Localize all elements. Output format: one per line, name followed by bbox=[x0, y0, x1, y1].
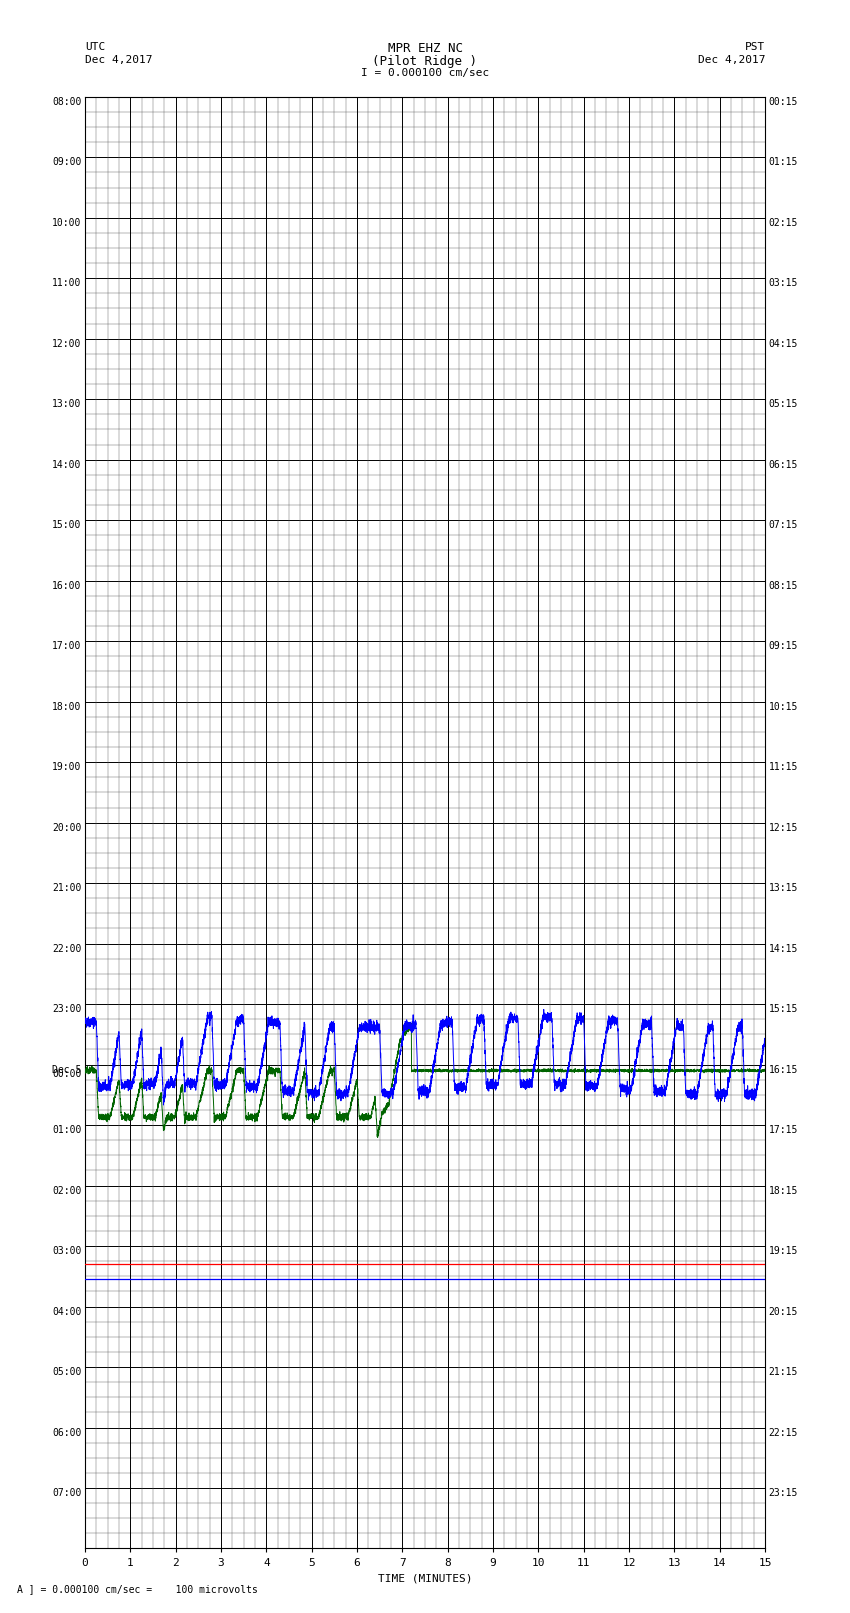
Text: 05:00: 05:00 bbox=[52, 1368, 82, 1378]
Text: 00:15: 00:15 bbox=[768, 97, 798, 106]
Text: 14:15: 14:15 bbox=[768, 944, 798, 953]
Text: 18:15: 18:15 bbox=[768, 1186, 798, 1195]
Text: Dec 5: Dec 5 bbox=[52, 1065, 82, 1074]
Text: I = 0.000100 cm/sec: I = 0.000100 cm/sec bbox=[361, 68, 489, 77]
Text: 03:15: 03:15 bbox=[768, 279, 798, 289]
Text: 04:00: 04:00 bbox=[52, 1307, 82, 1316]
Text: 11:15: 11:15 bbox=[768, 763, 798, 773]
Text: 07:15: 07:15 bbox=[768, 521, 798, 531]
Text: 01:15: 01:15 bbox=[768, 158, 798, 168]
Text: 10:00: 10:00 bbox=[52, 218, 82, 227]
Text: 22:15: 22:15 bbox=[768, 1428, 798, 1437]
Text: Dec 4,2017: Dec 4,2017 bbox=[85, 55, 152, 65]
Text: 20:15: 20:15 bbox=[768, 1307, 798, 1316]
Text: 09:15: 09:15 bbox=[768, 642, 798, 652]
Text: 17:00: 17:00 bbox=[52, 642, 82, 652]
Text: 07:00: 07:00 bbox=[52, 1489, 82, 1498]
Text: 23:00: 23:00 bbox=[52, 1003, 82, 1015]
Text: MPR EHZ NC: MPR EHZ NC bbox=[388, 42, 462, 55]
Text: 08:00: 08:00 bbox=[52, 97, 82, 106]
Text: 05:15: 05:15 bbox=[768, 400, 798, 410]
Text: 15:15: 15:15 bbox=[768, 1003, 798, 1015]
Text: 13:15: 13:15 bbox=[768, 884, 798, 894]
Text: 19:15: 19:15 bbox=[768, 1245, 798, 1257]
Text: 22:00: 22:00 bbox=[52, 944, 82, 953]
Text: 06:00: 06:00 bbox=[52, 1428, 82, 1437]
Text: 03:00: 03:00 bbox=[52, 1245, 82, 1257]
Text: 02:00: 02:00 bbox=[52, 1186, 82, 1195]
Text: UTC: UTC bbox=[85, 42, 105, 52]
Text: 16:00: 16:00 bbox=[52, 581, 82, 590]
Text: 14:00: 14:00 bbox=[52, 460, 82, 469]
Text: 20:00: 20:00 bbox=[52, 823, 82, 832]
Text: 15:00: 15:00 bbox=[52, 521, 82, 531]
Text: (Pilot Ridge ): (Pilot Ridge ) bbox=[372, 55, 478, 68]
Text: 04:15: 04:15 bbox=[768, 339, 798, 348]
Text: A ] = 0.000100 cm/sec =    100 microvolts: A ] = 0.000100 cm/sec = 100 microvolts bbox=[17, 1584, 258, 1594]
Text: 12:00: 12:00 bbox=[52, 339, 82, 348]
Text: 02:15: 02:15 bbox=[768, 218, 798, 227]
Text: 18:00: 18:00 bbox=[52, 702, 82, 711]
Text: 17:15: 17:15 bbox=[768, 1126, 798, 1136]
Text: 00:00: 00:00 bbox=[52, 1069, 82, 1079]
Text: PST: PST bbox=[745, 42, 765, 52]
Text: Dec 4,2017: Dec 4,2017 bbox=[698, 55, 765, 65]
Text: 11:00: 11:00 bbox=[52, 279, 82, 289]
Text: 12:15: 12:15 bbox=[768, 823, 798, 832]
Text: 09:00: 09:00 bbox=[52, 158, 82, 168]
Text: 06:15: 06:15 bbox=[768, 460, 798, 469]
Text: 01:00: 01:00 bbox=[52, 1126, 82, 1136]
Text: 16:15: 16:15 bbox=[768, 1065, 798, 1074]
Text: 08:15: 08:15 bbox=[768, 581, 798, 590]
Text: 19:00: 19:00 bbox=[52, 763, 82, 773]
Text: 13:00: 13:00 bbox=[52, 400, 82, 410]
X-axis label: TIME (MINUTES): TIME (MINUTES) bbox=[377, 1573, 473, 1582]
Text: 21:15: 21:15 bbox=[768, 1368, 798, 1378]
Text: 21:00: 21:00 bbox=[52, 884, 82, 894]
Text: 23:15: 23:15 bbox=[768, 1489, 798, 1498]
Text: 10:15: 10:15 bbox=[768, 702, 798, 711]
